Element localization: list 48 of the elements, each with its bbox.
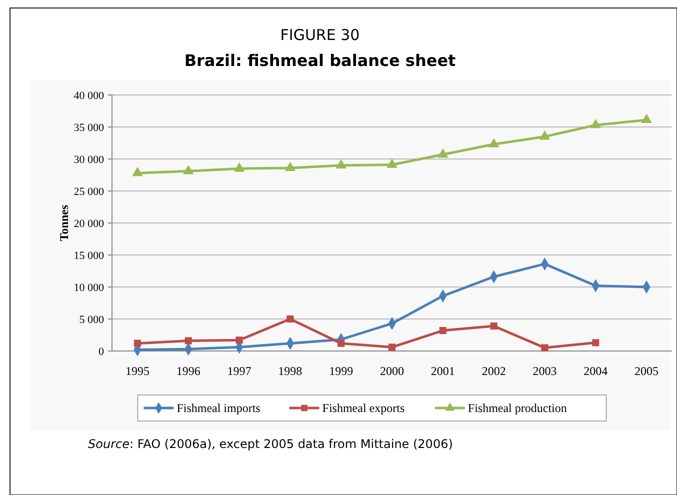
y-tick-label: 20 000 bbox=[74, 218, 104, 230]
point bbox=[132, 166, 143, 176]
point bbox=[388, 344, 396, 351]
y-tick-label: 40 000 bbox=[74, 90, 104, 102]
point bbox=[184, 337, 192, 344]
point bbox=[590, 118, 602, 128]
y-tick-label: 15 000 bbox=[74, 250, 104, 262]
x-tick-label: 2003 bbox=[532, 364, 557, 378]
y-tick-label: 35 000 bbox=[74, 122, 104, 134]
y-axis-title: Tonnes bbox=[57, 204, 71, 242]
point bbox=[336, 159, 346, 168]
y-tick-label: 0 bbox=[98, 346, 104, 358]
x-tick-label: 1997 bbox=[227, 364, 252, 378]
x-tick-label: 1999 bbox=[329, 364, 354, 378]
legend-label: Fishmeal production bbox=[468, 401, 567, 416]
point bbox=[541, 344, 548, 352]
chart-subtitle: Brazil: fishmeal balance sheet bbox=[184, 51, 456, 70]
point bbox=[490, 322, 498, 330]
point bbox=[284, 162, 296, 172]
point bbox=[182, 164, 194, 174]
point bbox=[338, 340, 345, 347]
point bbox=[236, 336, 243, 344]
x-tick-label: 2000 bbox=[380, 364, 404, 378]
x-tick-label: 1998 bbox=[278, 364, 302, 378]
point bbox=[488, 138, 500, 148]
point bbox=[439, 326, 446, 334]
x-tick-label: 2005 bbox=[634, 364, 659, 378]
point bbox=[641, 114, 652, 124]
point bbox=[234, 162, 245, 172]
point bbox=[539, 130, 550, 140]
y-tick-label: 5 000 bbox=[79, 314, 104, 326]
point bbox=[592, 339, 600, 346]
point bbox=[438, 148, 448, 158]
point bbox=[386, 158, 398, 168]
source-note: Source: FAO (2006a), except 2005 data from Mittaine (2006) bbox=[88, 437, 453, 451]
chart-title: FIGURE 30 bbox=[280, 26, 360, 44]
x-tick-label: 2004 bbox=[584, 364, 608, 378]
x-tick-label: 1996 bbox=[176, 364, 200, 378]
y-tick-label: 30 000 bbox=[74, 154, 104, 166]
legend-label: Fishmeal imports bbox=[176, 401, 261, 416]
y-tick-label: 25 000 bbox=[74, 186, 104, 198]
x-tick-label: 1995 bbox=[125, 364, 150, 378]
legend-label: Fishmeal exports bbox=[322, 401, 405, 416]
point bbox=[286, 315, 294, 323]
point bbox=[134, 340, 141, 347]
y-tick-label: 10 000 bbox=[74, 282, 104, 294]
x-tick-label: 2001 bbox=[430, 364, 455, 378]
x-tick-label: 2002 bbox=[482, 364, 506, 378]
